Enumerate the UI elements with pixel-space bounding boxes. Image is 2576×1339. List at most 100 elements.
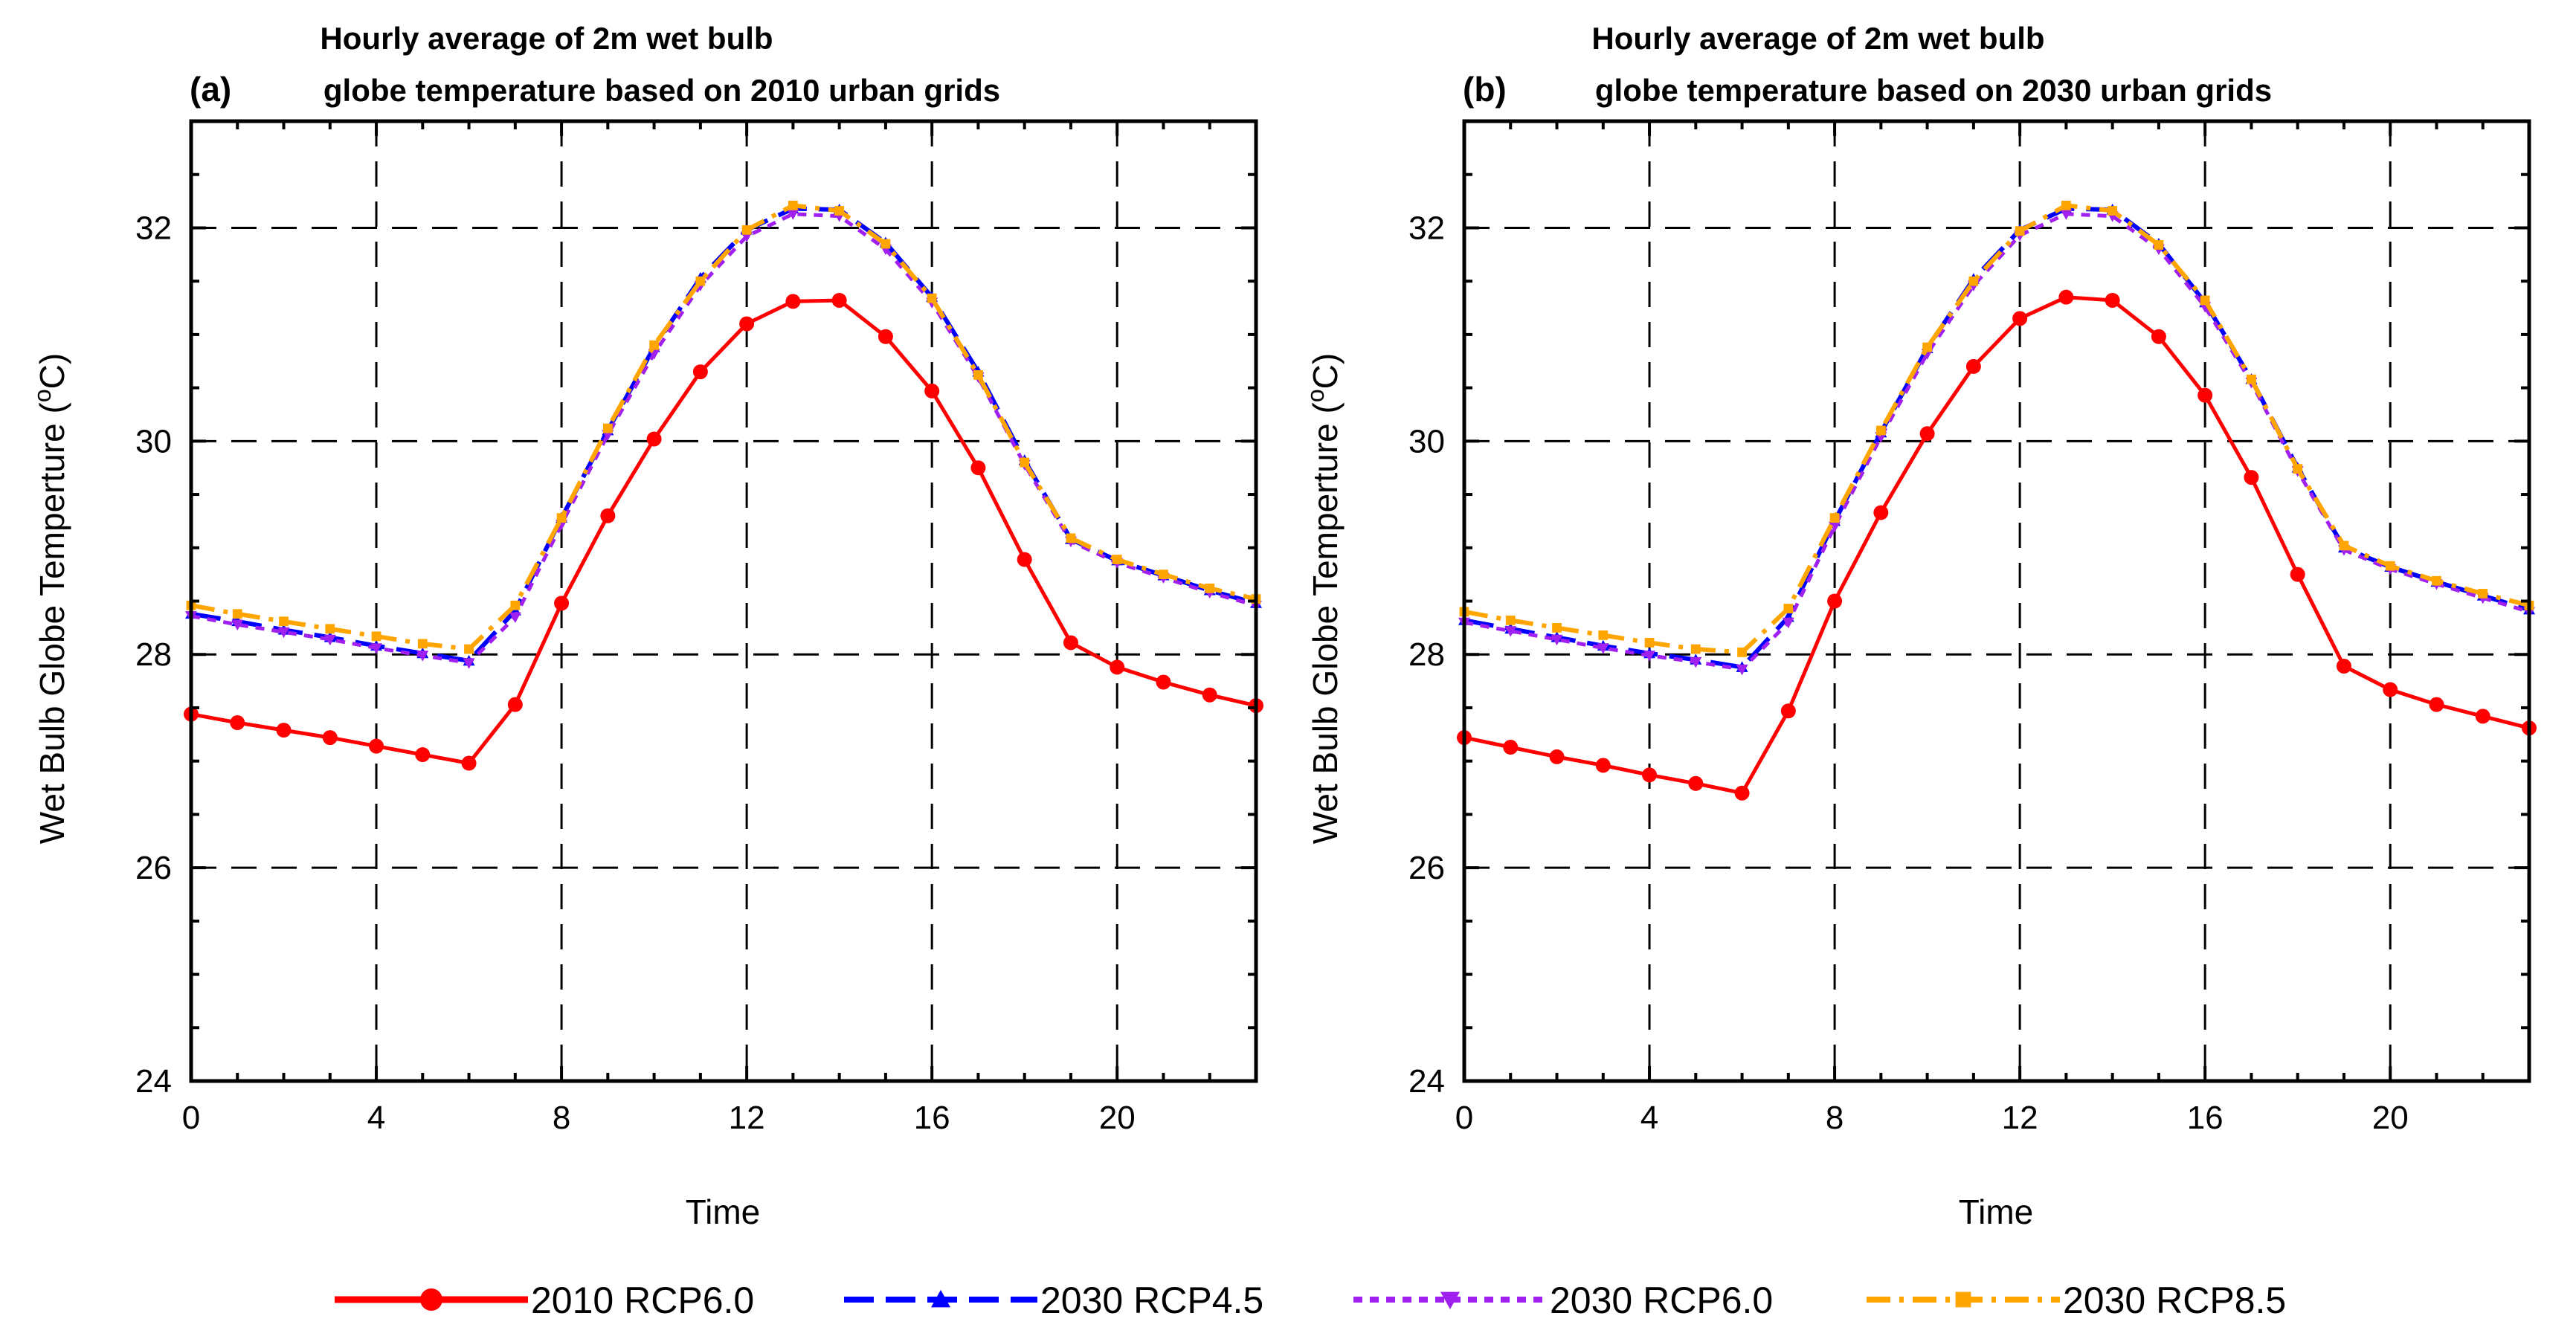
data-point xyxy=(325,624,335,634)
x-axis-label: Time xyxy=(686,1193,761,1231)
series-line xyxy=(190,298,1257,765)
x-tick-label: 8 xyxy=(1826,1100,1844,1136)
data-point xyxy=(1505,615,1516,625)
data-point xyxy=(1829,521,1841,533)
data-point xyxy=(463,658,475,669)
data-point xyxy=(416,651,429,662)
series-line xyxy=(190,212,1257,665)
data-point xyxy=(2383,682,2398,697)
data-point xyxy=(2432,575,2441,586)
data-point xyxy=(1063,635,1078,651)
x-tick-label: 4 xyxy=(367,1100,385,1136)
y-tick-label: 24 xyxy=(1408,1063,1445,1100)
data-point xyxy=(1783,604,1794,613)
data-point xyxy=(279,616,289,627)
x-tick-label: 12 xyxy=(2002,1100,2038,1136)
data-point xyxy=(509,612,521,624)
y-tick-label: 24 xyxy=(135,1063,172,1100)
data-point xyxy=(2475,709,2490,724)
data-point xyxy=(2247,374,2256,384)
data-point xyxy=(924,383,940,399)
y-axis-label: Wet Bulb Globe Temperture (oC) xyxy=(1302,353,1345,844)
data-point xyxy=(1598,630,1609,640)
y-axis-label-sup: o xyxy=(1302,389,1329,402)
data-point xyxy=(1504,626,1517,637)
legend-marker xyxy=(1955,1291,1971,1308)
data-point xyxy=(2197,387,2213,403)
data-point xyxy=(1066,533,1076,543)
data-point xyxy=(739,316,755,332)
data-point xyxy=(556,513,567,523)
y-tick-label: 26 xyxy=(135,850,172,886)
data-point xyxy=(2385,561,2395,571)
x-tick-label: 4 xyxy=(1640,1100,1658,1136)
y-tick-label: 30 xyxy=(135,423,172,459)
x-tick-label: 0 xyxy=(182,1100,200,1136)
data-point xyxy=(741,225,752,235)
data-point xyxy=(1690,656,1702,668)
y-axis-label-sup: o xyxy=(29,389,56,402)
chart-title-line2: globe temperature based on 2010 urban gr… xyxy=(323,73,1000,108)
chart-title-line2: globe temperature based on 2030 urban gr… xyxy=(1595,73,2272,108)
tick-layer: 0 4 8 12 16 20 24 26 28 30 32 xyxy=(135,120,1258,1136)
series-layer xyxy=(1457,200,2537,801)
data-point xyxy=(788,200,798,210)
data-point xyxy=(1827,593,1843,609)
chart-panel-b: Hourly average of 2m wet bulb (b) globe … xyxy=(1302,21,2537,1231)
y-tick-label: 26 xyxy=(1408,850,1445,886)
data-point xyxy=(834,206,845,216)
data-point xyxy=(1690,644,1701,654)
x-tick-label: 16 xyxy=(914,1100,950,1136)
data-point xyxy=(1159,570,1168,580)
data-point xyxy=(1688,775,1704,791)
y-tick-label: 28 xyxy=(135,636,172,673)
data-point xyxy=(1737,647,1747,657)
data-point xyxy=(230,715,245,731)
data-point xyxy=(323,634,336,646)
data-point xyxy=(2060,209,2073,220)
data-point xyxy=(1968,276,1979,286)
data-point xyxy=(2429,697,2444,712)
y-axis-label-suffix: C) xyxy=(33,353,71,390)
data-point xyxy=(1549,749,1565,764)
data-point xyxy=(554,596,570,611)
data-point xyxy=(2061,200,2071,210)
data-point xyxy=(2012,311,2028,326)
data-point xyxy=(1736,664,1748,676)
x-tick-label: 0 xyxy=(1455,1100,1473,1136)
data-point xyxy=(510,600,521,610)
legend-marker xyxy=(1440,1291,1460,1309)
legend-marker xyxy=(420,1288,442,1311)
data-point xyxy=(417,639,428,649)
data-point xyxy=(600,508,616,523)
data-point xyxy=(2154,239,2164,250)
data-point xyxy=(507,697,523,712)
data-point xyxy=(369,738,384,754)
data-point xyxy=(1202,687,1217,703)
data-point xyxy=(232,609,242,619)
data-point xyxy=(646,431,662,447)
data-point xyxy=(2244,470,2259,485)
data-point xyxy=(464,644,474,654)
plot-frame xyxy=(189,119,1258,1083)
legend-label: 2010 RCP6.0 xyxy=(531,1280,754,1321)
panel-label: (b) xyxy=(1463,70,1507,109)
series-line xyxy=(1464,212,2530,671)
data-point xyxy=(1965,358,1981,374)
data-point xyxy=(461,755,477,771)
series-line xyxy=(1464,206,2530,670)
data-point xyxy=(1922,342,1933,352)
grid-lines xyxy=(191,121,1256,1081)
y-axis-label-main: Wet Bulb Globe Temperture ( xyxy=(1306,401,1345,844)
series-layer xyxy=(184,200,1263,771)
data-point xyxy=(1205,583,1215,593)
data-point xyxy=(787,209,799,220)
data-point xyxy=(1595,758,1611,773)
data-point xyxy=(1734,785,1750,801)
data-point xyxy=(649,340,660,350)
data-point xyxy=(276,723,292,738)
data-point xyxy=(1597,643,1609,654)
y-tick-label: 32 xyxy=(1408,210,1445,246)
legend-entry: 2030 RCP8.5 xyxy=(1867,1280,2286,1321)
data-point xyxy=(2015,226,2025,236)
